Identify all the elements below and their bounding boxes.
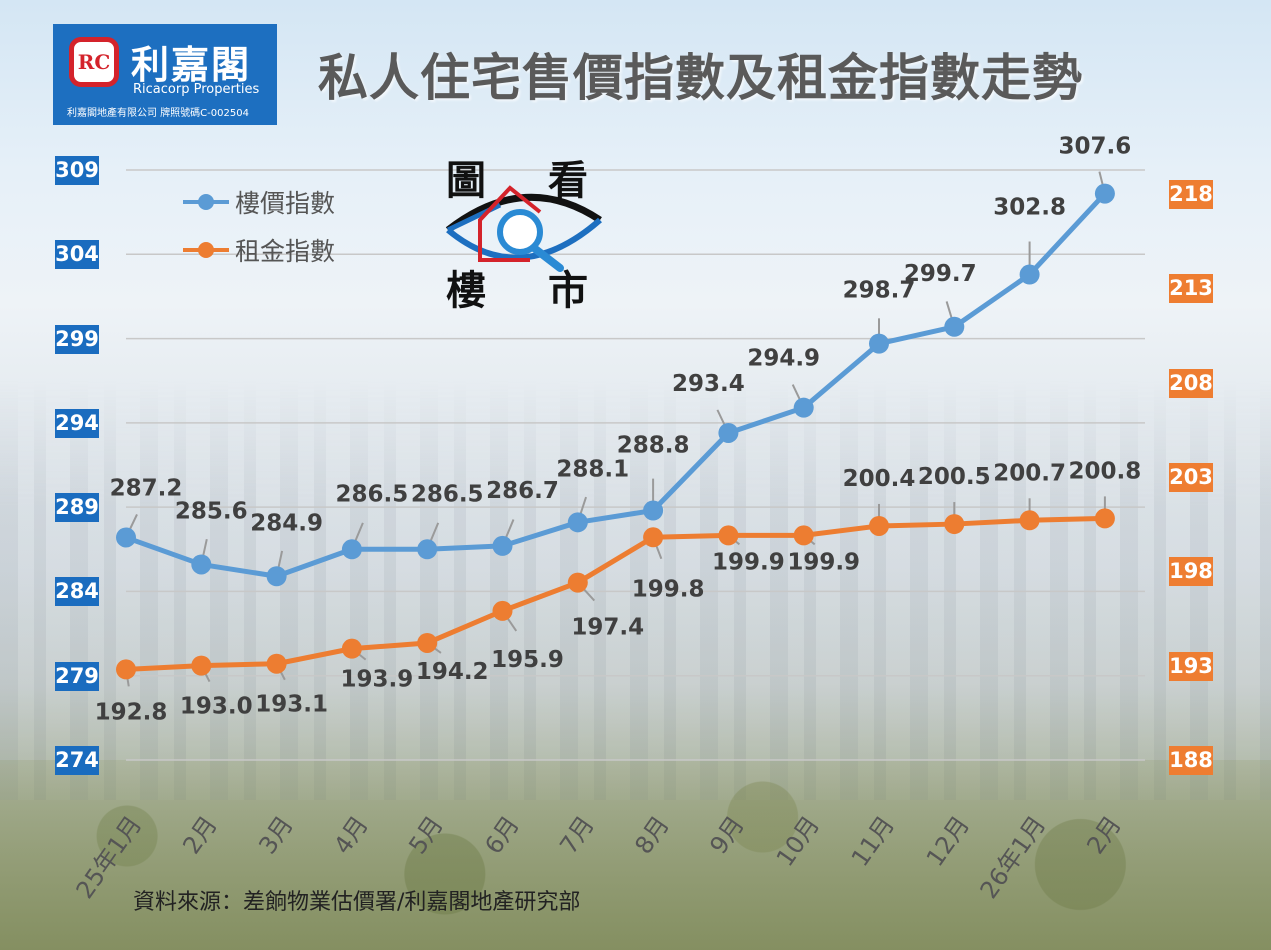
price-index-data-label: 286.7	[486, 478, 559, 504]
left-axis-tick-label: 304	[55, 240, 99, 270]
left-axis-tick-label: 284	[55, 577, 99, 607]
price-index-line	[125, 191, 1107, 579]
price-index-marker	[417, 539, 438, 560]
rent-index-marker	[191, 655, 212, 676]
rent-index-data-label: 200.7	[993, 460, 1066, 486]
price-index-data-label: 307.6	[1059, 134, 1132, 160]
rent-index-data-label: 200.8	[1069, 458, 1142, 484]
price-index-data-label: 288.1	[556, 456, 629, 482]
chart-title: 私人住宅售價指數及租金指數走勢	[318, 50, 1083, 106]
rent-index-data-label: 194.2	[416, 659, 489, 685]
right-axis-tick-label: 188	[1169, 746, 1213, 775]
left-axis-tick-label: 294	[55, 408, 99, 438]
left-axis-tick-label: 309	[55, 156, 99, 185]
right-axis-tick-label: 203	[1169, 462, 1213, 492]
eye-badge-logo: 圖 看 樓 市	[440, 150, 610, 314]
left-axis-tick-label: 299	[55, 324, 99, 354]
price-index-marker	[492, 535, 513, 556]
rent-index-data-label: 199.9	[712, 549, 785, 575]
price-index-data-label: 293.4	[672, 371, 745, 397]
rent-index-data-label: 199.9	[787, 549, 860, 575]
right-axis-tick-label: 193	[1169, 651, 1213, 681]
legend-item-rent-index: 租金指數	[183, 226, 335, 274]
price-index-marker	[944, 316, 965, 337]
price-index-marker	[567, 512, 588, 533]
eye-magnifier-icon	[445, 185, 602, 272]
rent-index-data-label: 193.1	[255, 692, 328, 718]
price-index-data-label: 287.2	[110, 475, 183, 501]
rent-index-line	[125, 515, 1105, 672]
background-cityscape	[0, 380, 1271, 800]
rent-index-marker	[341, 638, 362, 659]
rent-index-marker	[944, 514, 965, 535]
price-index-marker	[869, 333, 889, 354]
price-index-data-label: 284.9	[250, 510, 323, 536]
rent-index-marker	[116, 659, 136, 680]
price-index-marker	[1094, 183, 1115, 204]
right-axis-tick-label: 218	[1169, 179, 1213, 209]
logo-license: 利嘉閣地產有限公司 牌照號碼C-002504	[67, 108, 249, 119]
price-index-data-label: 286.5	[411, 481, 484, 507]
rent-index-marker	[869, 515, 889, 536]
price-index-marker	[341, 539, 362, 560]
price-index-marker	[718, 422, 739, 443]
source-note: 資料來源：差餉物業估價署/利嘉閣地產研究部	[133, 890, 581, 915]
price-index-data-label: 302.8	[993, 195, 1066, 221]
rent-index-data-label: 195.9	[491, 647, 564, 673]
logo-name-cn: 利嘉閣	[131, 42, 252, 87]
rent-index-marker	[1019, 510, 1040, 531]
rent-index-marker	[266, 653, 287, 674]
rent-index-data-label: 197.4	[571, 615, 644, 641]
chart-legend: 樓價指數 租金指數	[183, 178, 335, 274]
price-index-marker	[266, 566, 287, 587]
rent-index-data-label: 193.0	[180, 694, 253, 720]
legend-line-marker-icon	[183, 194, 229, 210]
left-axis-tick-label: 274	[55, 746, 99, 775]
rc-logo-icon: RC	[69, 37, 119, 87]
rent-index-data-label: 199.8	[632, 576, 705, 602]
badge-char: 樓	[446, 267, 486, 314]
price-index-marker	[116, 527, 136, 548]
logo-name-en: Ricacorp Properties	[133, 82, 260, 97]
right-axis-tick-label: 213	[1169, 274, 1213, 304]
badge-char: 市	[548, 267, 588, 314]
price-index-data-label: 288.8	[617, 433, 690, 459]
background-trees	[0, 760, 1271, 950]
rent-index-marker	[1094, 508, 1115, 529]
rent-index-marker	[417, 632, 438, 653]
rent-index-marker	[567, 572, 588, 593]
price-index-marker	[643, 500, 664, 521]
legend-label: 租金指數	[235, 237, 336, 266]
right-axis-tick-label: 208	[1169, 368, 1213, 398]
legend-label: 樓價指數	[235, 189, 336, 218]
price-index-data-label: 294.9	[747, 346, 820, 372]
price-index-data-label: 299.7	[904, 261, 977, 287]
rent-index-data-label: 192.8	[95, 699, 168, 725]
rent-index-data-label: 200.4	[843, 466, 916, 492]
rent-index-data-label: 193.9	[341, 667, 414, 693]
left-axis-tick-label: 289	[55, 493, 99, 523]
rent-index-marker	[643, 527, 664, 548]
rent-index-marker	[718, 525, 739, 546]
price-index-marker	[793, 397, 814, 418]
right-axis-tick-label: 198	[1169, 557, 1213, 587]
badge-char: 看	[548, 157, 588, 204]
price-index-marker	[1019, 264, 1040, 285]
price-index-data-label: 285.6	[175, 498, 248, 524]
price-index-data-label: 286.5	[336, 481, 409, 507]
price-index-data-label: 298.7	[843, 278, 916, 304]
rent-index-data-label: 200.5	[918, 464, 991, 490]
price-index-marker	[191, 554, 212, 575]
rent-index-marker	[793, 525, 814, 546]
legend-item-price-index: 樓價指數	[183, 178, 335, 226]
ricacorp-logo: RC 利嘉閣 Ricacorp Properties 利嘉閣地產有限公司 牌照號…	[53, 24, 277, 125]
legend-line-marker-icon	[183, 242, 229, 258]
rent-index-marker	[492, 600, 513, 621]
left-axis-tick-label: 279	[55, 661, 99, 691]
badge-char: 圖	[446, 157, 486, 204]
